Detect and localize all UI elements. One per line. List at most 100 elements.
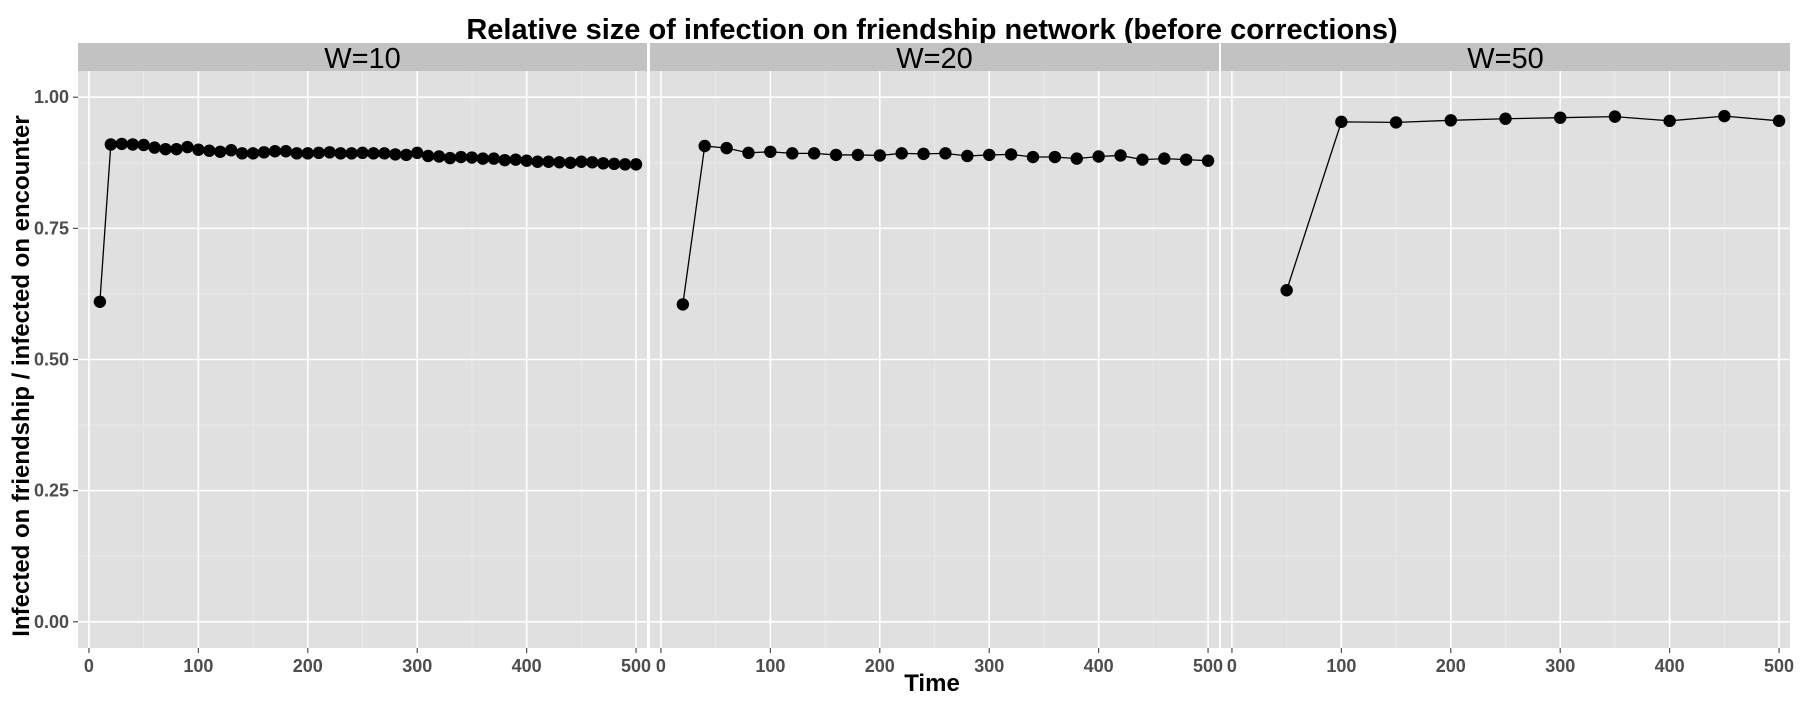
data-point: [1608, 110, 1622, 123]
x-tick-label: 500: [1764, 656, 1794, 676]
x-axis-title: Time: [904, 670, 960, 697]
data-point: [807, 147, 821, 160]
facet-panel-1: W=10 0 100 200 300 400 500: [73, 43, 651, 676]
data-point: [170, 142, 183, 156]
data-point: [301, 147, 314, 160]
data-point: [137, 138, 150, 152]
data-point: [786, 147, 799, 160]
data-point: [454, 150, 468, 164]
x-tick-label: 300: [1545, 656, 1575, 676]
data-point: [235, 147, 249, 160]
x-tick-label: 0: [1227, 656, 1237, 676]
y-tick-label: 0.25: [34, 481, 69, 501]
data-point: [1280, 284, 1293, 297]
data-point: [345, 147, 358, 160]
data-point: [618, 158, 632, 171]
x-tick-label: 0: [84, 656, 94, 676]
x-tick-label: 100: [183, 656, 213, 676]
data-point: [542, 155, 555, 168]
data-point: [1554, 111, 1567, 124]
data-point: [465, 151, 479, 164]
data-point: [400, 148, 413, 162]
data-point: [476, 152, 490, 165]
data-point: [564, 156, 577, 169]
data-point: [509, 153, 522, 166]
data-point: [939, 147, 952, 160]
data-point: [1004, 148, 1018, 161]
data-point: [1114, 149, 1127, 162]
facet-strip: [78, 43, 647, 71]
data-point: [148, 141, 161, 154]
data-point: [224, 144, 238, 157]
facet-strip: [1221, 43, 1790, 71]
x-tick-label: 200: [1436, 656, 1466, 676]
data-point: [126, 138, 139, 151]
data-point: [1070, 152, 1083, 165]
data-point: [895, 147, 908, 160]
data-point: [356, 146, 369, 160]
x-tick-label: 100: [755, 656, 785, 676]
x-tick-label: 400: [512, 656, 542, 676]
facet-strip: [650, 43, 1219, 71]
data-point: [257, 146, 271, 159]
panels-layer: 0.00 0.25 0.50 0.75 1.00 W=10 0 100 200 300 400 500…: [34, 43, 1794, 676]
data-point: [312, 146, 325, 160]
x-tick-label: 200: [865, 656, 895, 676]
data-point: [575, 155, 588, 168]
facet-strip-label: W=50: [1467, 43, 1544, 75]
data-point: [378, 147, 391, 160]
data-point: [851, 148, 865, 162]
x-tick-label: 300: [974, 656, 1004, 676]
data-point: [676, 298, 690, 311]
data-point: [246, 147, 260, 160]
data-point: [764, 145, 777, 158]
data-point: [1718, 109, 1731, 123]
data-point: [1048, 150, 1062, 164]
data-point: [917, 147, 930, 161]
data-point: [629, 158, 643, 171]
data-point: [873, 149, 886, 162]
data-point: [1026, 150, 1040, 164]
data-point: [367, 147, 380, 160]
data-point: [334, 147, 347, 160]
data-point: [290, 147, 304, 160]
data-point: [411, 146, 424, 160]
data-point: [443, 151, 457, 165]
data-point: [159, 142, 172, 156]
data-point: [720, 141, 733, 155]
data-point: [1444, 114, 1457, 127]
data-point: [1136, 153, 1149, 166]
data-point: [1335, 115, 1348, 129]
x-tick-label: 0: [656, 656, 666, 676]
data-point: [432, 150, 446, 163]
data-point: [104, 138, 118, 151]
y-tick-label: 0.75: [34, 218, 69, 238]
data-point: [421, 149, 435, 163]
data-point: [323, 146, 336, 159]
data-point: [520, 154, 533, 167]
facet-panel-3: W=50 0 100 200 300 400 500: [1221, 43, 1794, 676]
y-tick-label: 1.00: [34, 87, 69, 107]
data-point: [607, 157, 621, 171]
data-point: [698, 139, 711, 153]
x-tick-label: 200: [293, 656, 323, 676]
data-point: [1663, 114, 1676, 128]
data-point: [279, 145, 293, 158]
y-axis-title: Infected on friendship / infected on enc…: [8, 115, 35, 636]
data-point: [531, 155, 544, 168]
data-point: [829, 148, 843, 162]
data-point: [214, 145, 227, 158]
data-point: [1158, 152, 1171, 165]
y-tick-label: 0.00: [34, 612, 69, 632]
data-point: [93, 295, 107, 308]
data-point: [553, 156, 566, 169]
data-point: [203, 144, 216, 157]
y-tick-label: 0.50: [34, 350, 69, 370]
data-point: [586, 156, 599, 169]
data-point: [181, 140, 194, 154]
data-point: [498, 153, 511, 167]
data-point: [115, 137, 128, 151]
data-point: [983, 148, 996, 162]
data-point: [1772, 114, 1786, 128]
